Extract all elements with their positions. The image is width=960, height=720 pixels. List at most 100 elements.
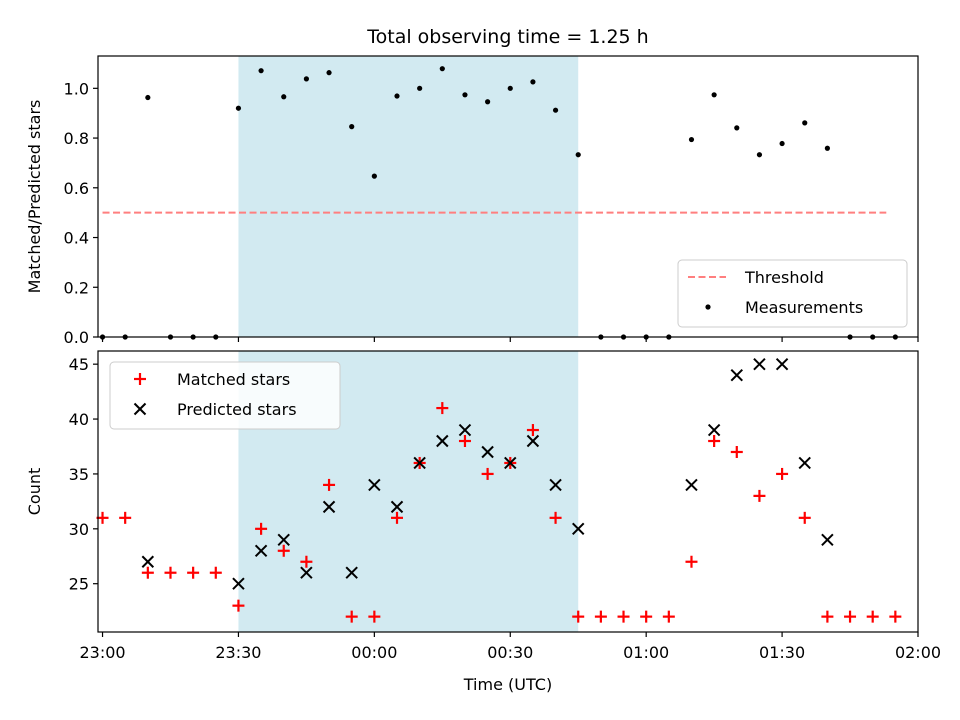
- cross-b: [775, 357, 789, 371]
- y-axis-label: Matched/Predicted stars: [25, 100, 44, 294]
- cross-b: [345, 566, 358, 579]
- cross-b: [526, 434, 540, 448]
- x-tick-label: 23:00: [79, 643, 125, 662]
- matched-point: [776, 467, 789, 480]
- measurement-point: [530, 79, 536, 85]
- cross-b: [300, 566, 313, 579]
- measurement-point: [462, 92, 468, 98]
- y-tick-label: 25: [69, 575, 89, 594]
- measurement-point: [575, 152, 581, 158]
- matched-point: [164, 566, 177, 579]
- legend-label: Measurements: [745, 298, 863, 317]
- series-predicted-stars: [141, 357, 834, 590]
- matched-point: [549, 511, 562, 524]
- measurement-point: [734, 125, 740, 131]
- predicted-point: [390, 500, 404, 514]
- cross-b: [798, 456, 811, 470]
- cross-b: [458, 423, 472, 437]
- x-tick-label: 00:00: [351, 643, 397, 662]
- predicted-point: [549, 478, 562, 492]
- matched-point: [323, 478, 336, 491]
- measurement-point: [371, 173, 377, 179]
- predicted-point: [481, 445, 494, 459]
- matched-point: [436, 402, 449, 415]
- predicted-point: [254, 544, 268, 557]
- matched-point: [187, 566, 200, 579]
- predicted-point: [277, 533, 290, 547]
- predicted-point: [753, 357, 766, 371]
- bottom-panel: 25 30 35 40 45 23:00 23:30 00:00 00:30 01:00 01:30…: [25, 350, 941, 694]
- x-tick-label: 23:30: [215, 643, 261, 662]
- measurement-point: [394, 93, 400, 99]
- legend-box: [109, 361, 341, 430]
- cross-b: [413, 456, 426, 470]
- matched-point: [277, 544, 290, 557]
- predicted-point: [300, 566, 313, 579]
- cross-b: [572, 522, 585, 536]
- matched-point: [730, 445, 743, 458]
- measurement-point: [802, 120, 808, 126]
- predicted-point: [141, 555, 155, 568]
- matched-point: [617, 610, 630, 623]
- legend-label: Threshold: [744, 268, 824, 287]
- measurement-point: [303, 76, 309, 82]
- predicted-point: [504, 456, 517, 470]
- measurement-point: [439, 66, 445, 72]
- measurement-point: [417, 85, 423, 91]
- cross-b: [390, 500, 404, 514]
- matched-point: [458, 435, 471, 448]
- matched-point: [209, 566, 222, 579]
- matched-point: [708, 435, 721, 448]
- matched-point: [526, 424, 539, 437]
- cross-b: [133, 402, 147, 416]
- measurement-point: [326, 70, 332, 76]
- predicted-point: [572, 522, 585, 536]
- cross-b: [141, 555, 155, 568]
- matched-point: [391, 511, 404, 524]
- y-tick-label: 35: [69, 465, 89, 484]
- predicted-point: [458, 423, 472, 437]
- matched-point: [821, 610, 834, 623]
- cross-b: [730, 368, 743, 382]
- predicted-point: [526, 434, 540, 448]
- predicted-point: [368, 478, 381, 492]
- legend-matched-swatch: [134, 373, 146, 385]
- cross-b: [504, 456, 517, 470]
- matched-point: [640, 610, 653, 623]
- matched-point: [119, 511, 132, 524]
- legend-predicted-swatch: [133, 402, 147, 416]
- y-tick-label: 40: [69, 410, 89, 429]
- matched-point: [255, 522, 268, 535]
- measurement-point: [688, 136, 695, 143]
- matched-point: [572, 610, 585, 623]
- x-tick-label: 01:00: [623, 643, 669, 662]
- matched-point: [232, 599, 245, 612]
- predicted-point: [798, 456, 811, 470]
- y-tick-label: 0.8: [64, 129, 89, 148]
- measurement-point: [235, 105, 242, 111]
- cross-b: [753, 357, 766, 371]
- cross-b: [277, 533, 290, 547]
- matched-point: [889, 610, 902, 623]
- legend: Matched stars Predicted stars: [109, 361, 341, 430]
- cross-b: [232, 577, 245, 590]
- predicted-point: [821, 533, 834, 547]
- matched-point: [300, 555, 313, 568]
- matched-point: [866, 610, 879, 623]
- matched-point: [753, 489, 766, 502]
- measurement-point: [258, 68, 264, 74]
- y-tick-label: 0.2: [64, 278, 89, 297]
- cross-b: [436, 434, 449, 448]
- legend-label: Predicted stars: [177, 400, 297, 419]
- legend-label: Matched stars: [177, 370, 290, 389]
- cross-b: [368, 478, 381, 492]
- measurement-point: [281, 94, 287, 100]
- predicted-point: [685, 478, 698, 492]
- matched-point: [662, 610, 675, 623]
- cross-b: [549, 478, 562, 492]
- measurement-point: [552, 107, 559, 113]
- y-tick-label: 0.4: [64, 229, 89, 248]
- cross-b: [481, 445, 494, 459]
- figure-title: Total observing time = 1.25 h: [366, 26, 648, 48]
